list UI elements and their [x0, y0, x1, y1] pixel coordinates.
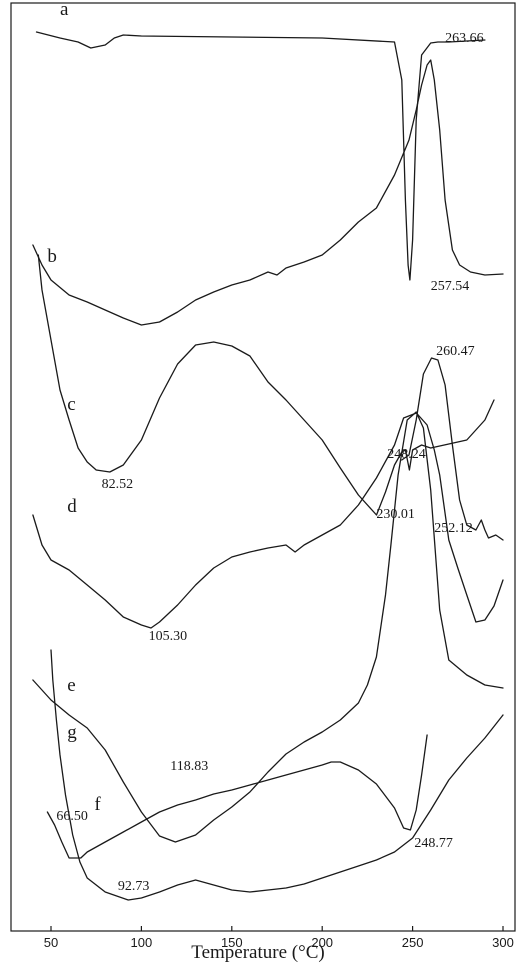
series-line-d	[32, 412, 504, 629]
curve-label-f: f	[94, 794, 101, 815]
x-tick-label: 250	[402, 935, 424, 950]
curves-layer	[32, 31, 504, 901]
x-tick-label: 100	[131, 935, 153, 950]
labels-layer: a b c d e g f 263.66 257.54 260.47 82.52 248.24 230.…	[47, 0, 483, 894]
x-axis-label: Temperature (°C)	[191, 942, 324, 963]
curve-label-d: d	[67, 496, 77, 517]
peak-annotation: 230.01	[376, 507, 415, 522]
series-line-g	[50, 649, 504, 901]
peak-annotation: 252.12	[434, 521, 473, 536]
peak-annotation: 105.30	[149, 629, 188, 644]
curve-label-c: c	[67, 394, 75, 415]
series-line-c-peak	[401, 357, 504, 541]
peak-annotation: 257.54	[431, 279, 470, 294]
plot-frame	[10, 2, 516, 932]
peak-annotation: 66.50	[56, 809, 88, 824]
curve-label-a: a	[60, 0, 69, 20]
series-line-a	[35, 31, 486, 281]
peak-annotation: 248.77	[414, 836, 453, 851]
peak-annotation: 260.47	[436, 344, 475, 359]
x-tick-label: 200	[311, 935, 333, 950]
curve-label-e: e	[67, 675, 75, 696]
curve-label-b: b	[47, 246, 57, 267]
x-tick-label: 50	[44, 935, 58, 950]
x-tick-label: 300	[492, 935, 514, 950]
series-line-e	[32, 411, 504, 843]
x-axis: 50 100 150 200 250 300	[44, 926, 514, 950]
peak-annotation: 263.66	[445, 31, 484, 46]
series-line-f	[46, 734, 428, 859]
peak-annotation: 92.73	[118, 879, 149, 894]
peak-annotation: 118.83	[170, 759, 208, 774]
peak-annotation: 248.24	[387, 447, 426, 462]
x-tick-label: 150	[221, 935, 243, 950]
peak-annotation: 82.52	[102, 477, 134, 492]
curve-label-g: g	[67, 722, 77, 743]
series-line-b	[32, 59, 504, 326]
series-line-c	[37, 254, 495, 516]
